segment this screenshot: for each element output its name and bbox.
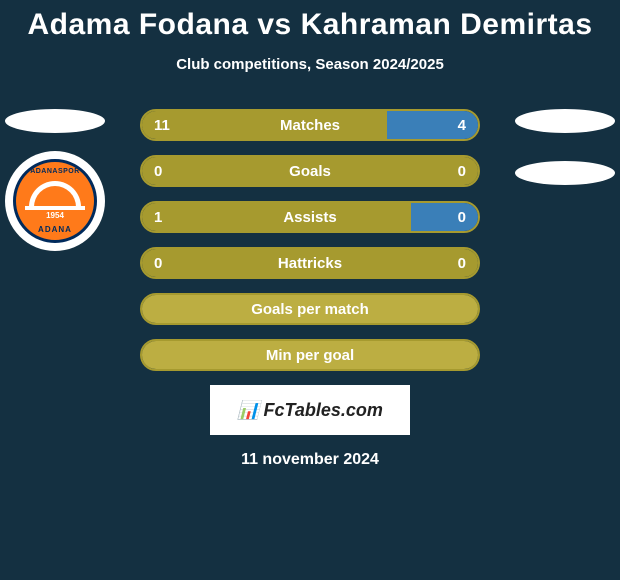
club-badge-inner: ADANASPOR 1954 ADANA bbox=[13, 159, 97, 243]
stat-value-right: 0 bbox=[458, 209, 466, 226]
club-badge-placeholder bbox=[515, 161, 615, 185]
club-badge: ADANASPOR 1954 ADANA bbox=[5, 151, 105, 251]
watermark: 📊 FcTables.com bbox=[210, 385, 410, 435]
player-photo-placeholder bbox=[5, 109, 105, 133]
stat-value-left: 11 bbox=[154, 117, 170, 134]
badge-top-text: ADANASPOR bbox=[30, 168, 80, 175]
stat-value-right: 0 bbox=[458, 163, 466, 180]
stat-row-matches: 11Matches4 bbox=[140, 109, 480, 141]
player-photo-placeholder bbox=[515, 109, 615, 133]
comparison-main: ADANASPOR 1954 ADANA 11Matches40Goals01A… bbox=[0, 109, 620, 371]
badge-arc-icon bbox=[29, 181, 81, 207]
badge-line-icon bbox=[25, 206, 85, 210]
left-player-col: ADANASPOR 1954 ADANA bbox=[0, 109, 110, 251]
stat-fill-left bbox=[142, 111, 387, 139]
stat-row-min-per-goal: Min per goal bbox=[140, 339, 480, 371]
stat-value-right: 4 bbox=[458, 117, 466, 134]
stat-value-left: 1 bbox=[154, 209, 162, 226]
stat-fill-left bbox=[142, 249, 478, 277]
stat-value-left: 0 bbox=[154, 163, 162, 180]
chart-icon: 📊 bbox=[237, 400, 259, 421]
stat-row-assists: 1Assists0 bbox=[140, 201, 480, 233]
stat-row-goals: 0Goals0 bbox=[140, 155, 480, 187]
watermark-text: FcTables.com bbox=[264, 400, 383, 421]
stat-fill-left bbox=[142, 341, 478, 369]
stat-bars: 11Matches4 0Goals0 1Assists0 0Hattricks0 Goa… bbox=[140, 109, 480, 371]
stat-value-left: 0 bbox=[154, 255, 162, 272]
subtitle: Club competitions, Season 2024/2025 bbox=[0, 56, 620, 73]
stat-fill-left bbox=[142, 295, 478, 323]
date-label: 11 november 2024 bbox=[0, 451, 620, 469]
stat-row-goals-per-match: Goals per match bbox=[140, 293, 480, 325]
badge-bottom-text: ADANA bbox=[38, 225, 72, 234]
stat-row-hattricks: 0Hattricks0 bbox=[140, 247, 480, 279]
badge-year: 1954 bbox=[46, 211, 64, 220]
stat-fill-right bbox=[411, 203, 478, 231]
right-player-col bbox=[510, 109, 620, 185]
stat-value-right: 0 bbox=[458, 255, 466, 272]
page-title: Adama Fodana vs Kahraman Demirtas bbox=[0, 0, 620, 42]
stat-fill-left bbox=[142, 157, 478, 185]
stat-fill-left bbox=[142, 203, 411, 231]
